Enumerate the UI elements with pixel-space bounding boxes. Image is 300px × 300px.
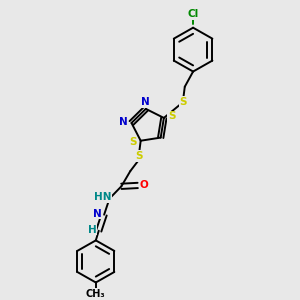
- Text: Cl: Cl: [188, 9, 199, 19]
- Text: H: H: [88, 225, 97, 235]
- Text: S: S: [136, 151, 143, 161]
- Text: O: O: [140, 180, 148, 190]
- Text: S: S: [179, 97, 187, 107]
- Text: S: S: [129, 136, 137, 147]
- Text: HN: HN: [94, 192, 111, 202]
- Text: N: N: [141, 98, 150, 107]
- Text: N: N: [119, 117, 128, 127]
- Text: N: N: [93, 208, 102, 218]
- Text: S: S: [168, 112, 176, 122]
- Text: CH₃: CH₃: [86, 289, 106, 298]
